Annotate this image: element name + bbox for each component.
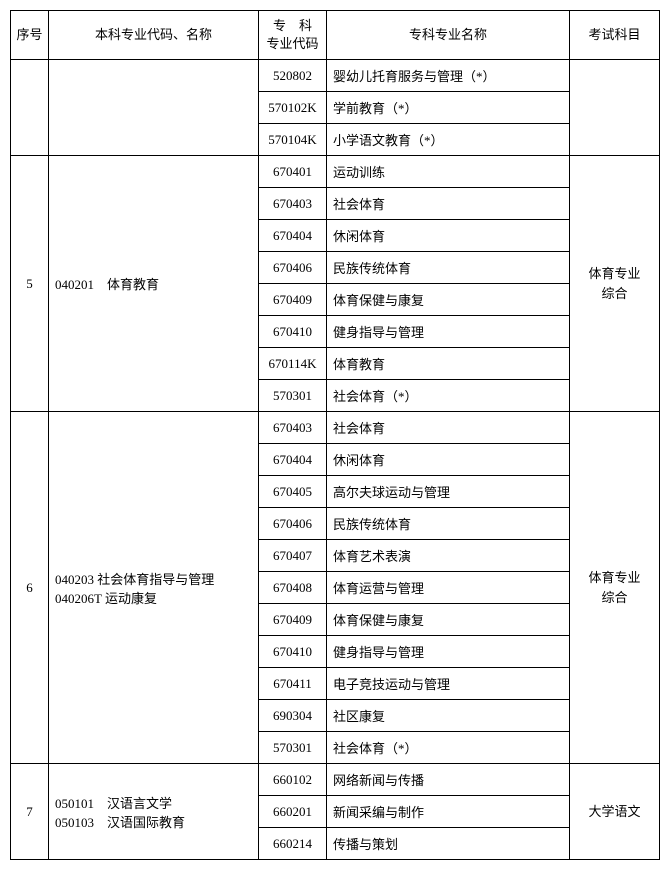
- header-benke: 本科专业代码、名称: [49, 11, 259, 60]
- cell-seq: 5: [11, 156, 49, 412]
- cell-zhuanke-name: 休闲体育: [327, 444, 570, 476]
- cell-exam: 体育专业 综合: [570, 156, 660, 412]
- cell-zhuanke-code: 660214: [259, 828, 327, 860]
- cell-zhuanke-name: 社会体育（*）: [327, 380, 570, 412]
- cell-zhuanke-name: 电子竞技运动与管理: [327, 668, 570, 700]
- cell-zhuanke-code: 690304: [259, 700, 327, 732]
- cell-benke: 040201 体育教育: [49, 156, 259, 412]
- cell-zhuanke-name: 体育保健与康复: [327, 604, 570, 636]
- cell-zhuanke-name: 体育教育: [327, 348, 570, 380]
- cell-zhuanke-code: 670405: [259, 476, 327, 508]
- major-table: 序号 本科专业代码、名称 专 科 专业代码 专科专业名称 考试科目 520802…: [10, 10, 660, 860]
- table-row: 520802婴幼儿托育服务与管理（*）: [11, 60, 660, 92]
- cell-zhuanke-code: 670410: [259, 636, 327, 668]
- cell-zhuanke-name: 高尔夫球运动与管理: [327, 476, 570, 508]
- table-row: 6040203 社会体育指导与管理 040206T 运动康复670403社会体育…: [11, 412, 660, 444]
- cell-benke: [49, 60, 259, 156]
- cell-benke: 040203 社会体育指导与管理 040206T 运动康复: [49, 412, 259, 764]
- cell-zhuanke-code: 670409: [259, 604, 327, 636]
- cell-zhuanke-name: 民族传统体育: [327, 508, 570, 540]
- cell-seq: 6: [11, 412, 49, 764]
- cell-zhuanke-name: 民族传统体育: [327, 252, 570, 284]
- cell-zhuanke-code: 670114K: [259, 348, 327, 380]
- cell-zhuanke-name: 婴幼儿托育服务与管理（*）: [327, 60, 570, 92]
- table-row: 5040201 体育教育670401运动训练体育专业 综合: [11, 156, 660, 188]
- cell-zhuanke-code: 660201: [259, 796, 327, 828]
- cell-zhuanke-code: 570104K: [259, 124, 327, 156]
- cell-zhuanke-name: 新闻采编与制作: [327, 796, 570, 828]
- header-seq: 序号: [11, 11, 49, 60]
- cell-zhuanke-name: 社区康复: [327, 700, 570, 732]
- cell-zhuanke-code: 570301: [259, 732, 327, 764]
- cell-zhuanke-code: 570301: [259, 380, 327, 412]
- cell-zhuanke-code: 570102K: [259, 92, 327, 124]
- cell-exam: 体育专业 综合: [570, 412, 660, 764]
- cell-zhuanke-name: 社会体育: [327, 412, 570, 444]
- cell-zhuanke-name: 社会体育（*）: [327, 732, 570, 764]
- cell-zhuanke-code: 660102: [259, 764, 327, 796]
- table-header-row: 序号 本科专业代码、名称 专 科 专业代码 专科专业名称 考试科目: [11, 11, 660, 60]
- cell-zhuanke-name: 网络新闻与传播: [327, 764, 570, 796]
- cell-zhuanke-code: 670404: [259, 444, 327, 476]
- cell-zhuanke-name: 学前教育（*）: [327, 92, 570, 124]
- header-zhuanke-name: 专科专业名称: [327, 11, 570, 60]
- cell-benke: 050101 汉语言文学 050103 汉语国际教育: [49, 764, 259, 860]
- cell-zhuanke-name: 体育运营与管理: [327, 572, 570, 604]
- table-row: 7050101 汉语言文学 050103 汉语国际教育660102网络新闻与传播…: [11, 764, 660, 796]
- cell-zhuanke-name: 运动训练: [327, 156, 570, 188]
- cell-zhuanke-name: 健身指导与管理: [327, 636, 570, 668]
- cell-zhuanke-code: 670406: [259, 252, 327, 284]
- cell-zhuanke-name: 小学语文教育（*）: [327, 124, 570, 156]
- cell-zhuanke-name: 社会体育: [327, 188, 570, 220]
- cell-zhuanke-name: 传播与策划: [327, 828, 570, 860]
- cell-zhuanke-code: 670403: [259, 412, 327, 444]
- cell-zhuanke-code: 670409: [259, 284, 327, 316]
- cell-zhuanke-code: 520802: [259, 60, 327, 92]
- header-zhuanke-code: 专 科 专业代码: [259, 11, 327, 60]
- cell-exam: [570, 60, 660, 156]
- cell-zhuanke-code: 670411: [259, 668, 327, 700]
- cell-zhuanke-name: 体育保健与康复: [327, 284, 570, 316]
- cell-zhuanke-code: 670408: [259, 572, 327, 604]
- cell-zhuanke-code: 670401: [259, 156, 327, 188]
- cell-zhuanke-code: 670406: [259, 508, 327, 540]
- cell-zhuanke-code: 670404: [259, 220, 327, 252]
- table-body: 520802婴幼儿托育服务与管理（*）570102K学前教育（*）570104K…: [11, 60, 660, 860]
- cell-zhuanke-code: 670407: [259, 540, 327, 572]
- cell-zhuanke-code: 670410: [259, 316, 327, 348]
- cell-zhuanke-name: 体育艺术表演: [327, 540, 570, 572]
- cell-zhuanke-name: 休闲体育: [327, 220, 570, 252]
- cell-zhuanke-name: 健身指导与管理: [327, 316, 570, 348]
- header-exam: 考试科目: [570, 11, 660, 60]
- cell-seq: [11, 60, 49, 156]
- cell-zhuanke-code: 670403: [259, 188, 327, 220]
- cell-seq: 7: [11, 764, 49, 860]
- cell-exam: 大学语文: [570, 764, 660, 860]
